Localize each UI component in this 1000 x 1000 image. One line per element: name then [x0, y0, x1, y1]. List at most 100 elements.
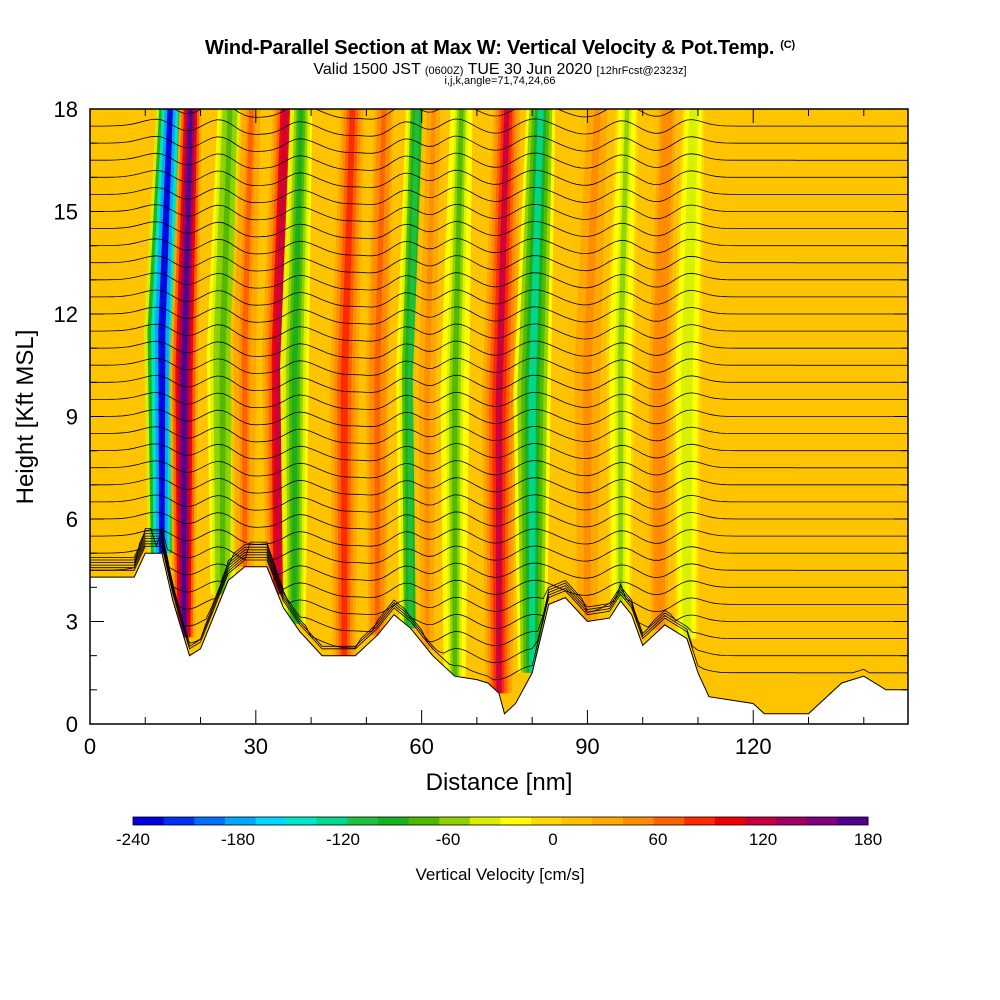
grid-indices: i,j,k,angle=71,74,24,66: [444, 75, 556, 87]
colorbar-tick-label: 180: [854, 830, 882, 849]
isentrope-line: [90, 118, 908, 137]
isentrope-line: [90, 426, 908, 445]
isentrope-line: [90, 357, 908, 376]
isentrope-line: [90, 186, 908, 206]
isentrope-line: [90, 109, 908, 120]
velocity-band: [291, 109, 304, 624]
isentrope-line: [90, 391, 908, 411]
velocity-band: [684, 109, 696, 639]
x-axis-label: Distance [nm]: [426, 769, 573, 796]
velocity-band: [617, 109, 630, 601]
isentrope-line: [90, 526, 908, 564]
isentrope-line: [90, 323, 908, 342]
isentrope-line: [90, 528, 908, 547]
colorbar-tick-label: -60: [436, 830, 461, 849]
colorbar-swatch: [255, 817, 287, 825]
potential-temperature-contours: [90, 109, 908, 681]
velocity-band: [374, 109, 387, 636]
colorbar-swatch: [592, 817, 624, 825]
colorbar-swatch: [194, 817, 226, 825]
colorbar-swatch: [500, 817, 532, 825]
isentrope-line: [90, 408, 908, 428]
copyright-mark: (C): [780, 39, 795, 51]
colorbar-swatch: [623, 817, 655, 825]
y-tick-label: 9: [66, 405, 78, 430]
colorbar-swatch: [316, 817, 348, 825]
forecast-info: [12hrFcst@2323z]: [596, 65, 687, 77]
isentrope-line: [90, 545, 908, 681]
x-tick-label: 0: [84, 734, 96, 759]
isentrope-line: [90, 203, 908, 223]
colorbar-tick-label: -120: [326, 830, 360, 849]
y-axis-label: Height [Kft MSL]: [12, 330, 39, 505]
colorbar-swatch: [776, 817, 808, 825]
isentrope-line: [90, 533, 908, 598]
colorbar-swatch: [806, 817, 838, 825]
colorbar-swatch: [133, 817, 165, 825]
terrain-mask: [90, 552, 908, 724]
colorbar-swatch: [714, 817, 747, 825]
velocity-band: [528, 109, 544, 673]
isentrope-line: [90, 443, 908, 462]
x-tick-label: 30: [244, 734, 268, 759]
x-axis: 0 30 60 90 120: [84, 109, 865, 759]
isentrope-line: [90, 494, 908, 513]
colorbar-tick-label: -180: [221, 830, 255, 849]
velocity-band: [241, 109, 254, 567]
colorbar-swatch: [408, 817, 440, 825]
isentrope-line: [90, 152, 908, 171]
chart-title-text: Wind-Parallel Section at Max W: Vertical…: [205, 37, 775, 59]
velocity-band: [219, 109, 233, 595]
velocity-band: [583, 109, 601, 622]
colorbar-swatch: [531, 817, 563, 825]
y-tick-label: 6: [66, 507, 78, 532]
colorbar-tick-label: 60: [649, 830, 668, 849]
colorbar-swatch: [439, 817, 471, 825]
colorbar-tick-label: 120: [749, 830, 777, 849]
isentrope-line: [90, 306, 908, 325]
velocity-band: [158, 109, 173, 554]
colorbar-swatch: [745, 817, 777, 825]
isentrope-line: [90, 543, 908, 664]
isentrope-line: [90, 538, 908, 633]
velocity-band: [655, 109, 671, 630]
velocity-band: [340, 109, 356, 656]
isentrope-line: [90, 340, 908, 359]
isentrope-line: [90, 238, 908, 257]
vertical-velocity-field: [143, 109, 705, 694]
velocity-band: [181, 109, 193, 638]
colorbar-swatch: [561, 817, 593, 825]
colorbar-tick-label: 0: [548, 830, 557, 849]
colorbar-swatch: [653, 817, 685, 825]
velocity-band: [424, 109, 436, 649]
colorbar-swatch: [378, 817, 410, 825]
isentrope-line: [90, 374, 908, 393]
colorbar-swatch: [286, 817, 318, 825]
velocity-band: [495, 109, 510, 694]
isentrope-line: [90, 135, 908, 154]
isentrope-line: [90, 272, 908, 291]
colorbar-swatch: [469, 817, 502, 825]
colorbar-swatch: [163, 817, 195, 825]
isentrope-line: [90, 511, 908, 530]
isentrope-line: [90, 530, 908, 581]
chart-subtitle: Valid 1500 JST (0600Z) TUE 30 Jun 2020 […: [0, 61, 1000, 79]
y-tick-label: 0: [66, 712, 78, 737]
x-tick-label: 120: [735, 734, 772, 759]
colorbar-swatch: [684, 817, 716, 825]
isentrope-line: [90, 460, 908, 479]
colorbar-swatch: [347, 817, 379, 825]
colorbar-frame: [132, 816, 869, 826]
colorbar-label: Vertical Velocity [cm/s]: [415, 865, 584, 884]
isentrope-line: [90, 169, 908, 188]
y-tick-label: 3: [66, 610, 78, 635]
isentrope-line: [90, 477, 908, 496]
x-tick-label: 60: [409, 734, 433, 759]
y-axis: 0 3 6 9 12 15 18: [54, 97, 908, 737]
isentrope-line: [90, 255, 908, 274]
colorbar-swatch: [837, 817, 869, 825]
colorbar: -240 -180 -120 -60 0 60 120 180: [116, 816, 882, 849]
y-tick-label: 15: [54, 200, 78, 225]
velocity-band: [451, 109, 464, 677]
